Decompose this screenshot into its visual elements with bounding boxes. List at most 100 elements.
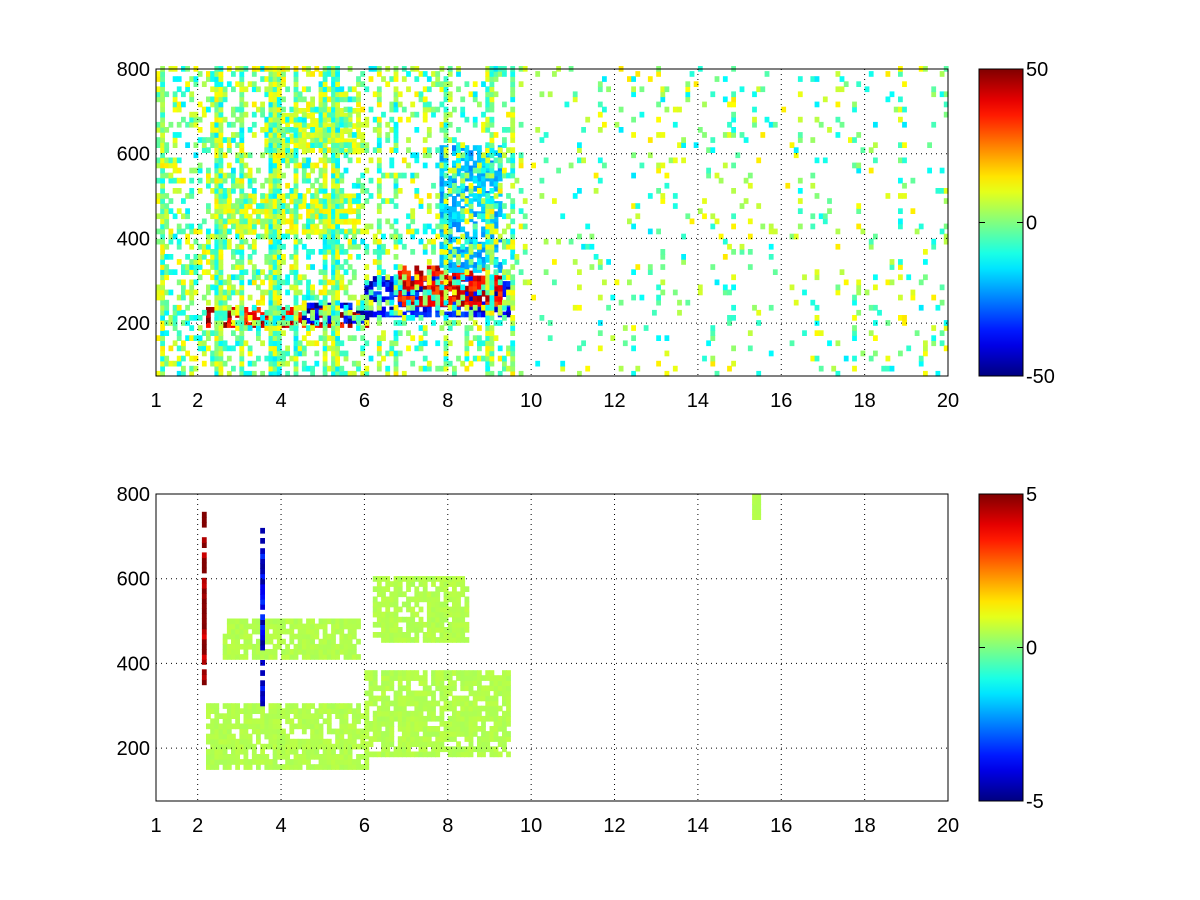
heatmap-cell xyxy=(443,311,449,318)
heatmap-cell xyxy=(193,279,199,286)
heatmap-cell xyxy=(477,751,482,758)
heatmap-cell xyxy=(410,233,416,240)
heatmap-cell xyxy=(164,127,170,133)
heatmap-cell xyxy=(452,267,457,273)
heatmap-cell xyxy=(943,91,949,98)
heatmap-cell xyxy=(210,71,215,77)
heatmap-cell xyxy=(406,715,411,722)
heatmap-cell xyxy=(393,254,399,260)
heatmap-cell xyxy=(464,705,470,712)
heatmap-cell xyxy=(439,262,445,268)
heatmap-cell xyxy=(343,213,349,220)
heatmap-cell xyxy=(339,218,345,225)
heatmap-cell xyxy=(706,167,711,174)
heatmap-cell xyxy=(406,285,411,292)
heatmap-cell xyxy=(218,279,224,286)
heatmap-cell xyxy=(447,680,453,686)
heatmap-cell xyxy=(493,690,499,697)
heatmap-cell xyxy=(285,289,290,296)
heatmap-cell xyxy=(297,754,303,760)
heatmap-cell xyxy=(372,715,378,722)
heatmap-cell xyxy=(460,680,466,686)
heatmap-cell xyxy=(481,155,486,162)
heatmap-cell xyxy=(239,223,245,230)
heatmap-cell xyxy=(456,162,461,169)
heatmap-cell xyxy=(214,208,220,214)
heatmap-cell xyxy=(331,748,336,755)
heatmap-cell xyxy=(226,203,232,209)
heatmap-cell xyxy=(189,279,195,286)
heatmap-cell xyxy=(235,633,240,640)
heatmap-cell xyxy=(356,108,361,114)
heatmap-cell xyxy=(485,254,491,260)
heatmap-cell xyxy=(360,137,366,143)
heatmap-cell xyxy=(393,121,399,128)
heatmap-cell xyxy=(264,713,270,719)
x-tick-label: 1 xyxy=(150,390,161,412)
heatmap-cell xyxy=(456,700,461,707)
heatmap-cell xyxy=(393,675,399,681)
heatmap-cell xyxy=(272,111,278,118)
heatmap-cell xyxy=(281,143,286,150)
heatmap-cell xyxy=(439,284,445,291)
heatmap-cell xyxy=(418,721,424,727)
heatmap-cell xyxy=(297,198,303,204)
heatmap-cell xyxy=(489,675,495,681)
heatmap-cell xyxy=(243,748,249,755)
heatmap-cell xyxy=(418,690,424,697)
heatmap-cell xyxy=(331,309,336,316)
heatmap-cell xyxy=(156,121,161,128)
heatmap-cell xyxy=(485,116,491,123)
heatmap-cell xyxy=(197,315,203,321)
heatmap-cell xyxy=(210,249,215,255)
heatmap-cell xyxy=(306,638,311,645)
heatmap-cell xyxy=(256,330,261,336)
heatmap-cell xyxy=(268,182,274,189)
heatmap-cell xyxy=(493,193,499,199)
heatmap-cell xyxy=(356,101,361,108)
heatmap-cell xyxy=(306,723,311,730)
heatmap-cell xyxy=(235,708,240,714)
heatmap-cell xyxy=(260,708,265,714)
heatmap-cell xyxy=(460,177,466,184)
heatmap-cell xyxy=(452,726,457,732)
heatmap-cell xyxy=(810,213,816,220)
heatmap-cell xyxy=(739,243,745,250)
heatmap-cell xyxy=(226,213,232,220)
heatmap-cell xyxy=(239,167,245,174)
heatmap-cell xyxy=(214,365,220,372)
heatmap-cell xyxy=(168,233,174,240)
heatmap-cell xyxy=(210,96,215,103)
heatmap-cell xyxy=(276,703,282,709)
heatmap-cell xyxy=(301,304,307,311)
heatmap-cell xyxy=(376,279,382,286)
heatmap-cell xyxy=(431,705,436,712)
heatmap-cell xyxy=(389,76,395,82)
heatmap-cell xyxy=(160,177,165,184)
heatmap-cell xyxy=(201,111,207,118)
heatmap-cell xyxy=(197,254,203,260)
heatmap-cell xyxy=(710,335,716,341)
heatmap-cell xyxy=(293,279,299,286)
heatmap-cell xyxy=(485,249,491,255)
heatmap-cell xyxy=(160,218,165,225)
heatmap-cell xyxy=(898,116,903,123)
heatmap-cell xyxy=(414,705,420,712)
heatmap-cell xyxy=(335,370,340,377)
heatmap-cell xyxy=(218,127,224,133)
heatmap-cell xyxy=(485,355,491,362)
heatmap-cell xyxy=(243,218,249,225)
heatmap-cell xyxy=(251,193,257,199)
heatmap-cell xyxy=(393,203,399,209)
heatmap-cell xyxy=(226,723,232,730)
heatmap-cell xyxy=(164,299,170,306)
heatmap-cell xyxy=(477,746,482,753)
heatmap-cell xyxy=(185,335,190,341)
heatmap-cell xyxy=(376,705,382,712)
heatmap-cell xyxy=(577,142,582,148)
heatmap-cell xyxy=(497,675,503,681)
heatmap-cell xyxy=(339,138,345,145)
heatmap-cell xyxy=(160,208,165,214)
heatmap-cell xyxy=(368,751,374,758)
heatmap-cell xyxy=(197,345,203,352)
